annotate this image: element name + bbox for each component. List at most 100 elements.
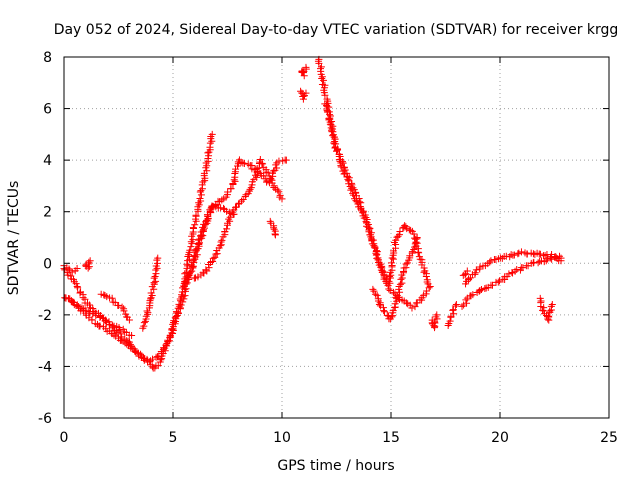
data-point xyxy=(403,299,411,307)
data-point xyxy=(192,211,200,219)
data-point xyxy=(513,265,521,273)
data-point xyxy=(174,309,182,317)
data-point xyxy=(121,339,129,347)
data-point xyxy=(460,301,468,309)
data-point xyxy=(208,203,216,211)
data-point xyxy=(223,225,231,233)
data-point xyxy=(405,226,413,234)
data-point xyxy=(154,362,162,370)
data-point xyxy=(76,289,84,297)
data-point xyxy=(194,273,202,281)
x-tick-label: 25 xyxy=(600,430,618,446)
data-point xyxy=(181,285,189,293)
data-point xyxy=(256,155,264,163)
data-point xyxy=(370,287,378,295)
series-track-10 xyxy=(266,217,279,239)
x-tick-label: 15 xyxy=(382,430,400,446)
data-point xyxy=(374,297,382,305)
data-point xyxy=(548,250,556,258)
y-tick-label: -4 xyxy=(38,359,52,375)
data-point xyxy=(147,295,155,303)
data-point xyxy=(154,353,162,361)
data-point xyxy=(476,263,484,271)
data-point xyxy=(271,231,279,239)
data-point xyxy=(534,259,542,267)
data-point xyxy=(349,184,357,192)
data-point xyxy=(302,89,310,97)
data-point xyxy=(433,311,441,319)
series-track-15 xyxy=(369,234,421,323)
data-point xyxy=(328,128,336,136)
data-point xyxy=(514,250,522,258)
data-point xyxy=(191,221,199,229)
data-point xyxy=(189,258,197,266)
data-point xyxy=(463,299,471,307)
data-point xyxy=(394,293,402,301)
data-point xyxy=(88,316,96,324)
data-point xyxy=(105,321,113,329)
data-point xyxy=(343,169,351,177)
data-point xyxy=(318,74,326,82)
x-tick-label: 0 xyxy=(60,430,69,446)
data-point xyxy=(375,258,383,266)
data-point xyxy=(197,232,205,240)
data-point xyxy=(101,291,109,299)
data-point xyxy=(225,215,233,223)
data-point xyxy=(393,295,401,303)
data-point xyxy=(546,307,554,315)
data-point xyxy=(211,253,219,261)
data-point xyxy=(317,67,325,75)
data-point xyxy=(140,322,148,330)
data-point xyxy=(356,203,364,211)
data-point xyxy=(488,281,496,289)
data-point xyxy=(366,225,374,233)
series-track-21 xyxy=(444,301,460,329)
data-point xyxy=(237,158,245,166)
data-point xyxy=(467,292,475,300)
data-point xyxy=(86,257,94,265)
data-point xyxy=(224,188,232,196)
data-point xyxy=(548,301,556,309)
data-point xyxy=(396,227,404,235)
data-point xyxy=(345,174,353,182)
x-tick-label: 5 xyxy=(169,430,178,446)
data-point xyxy=(193,245,201,253)
data-point xyxy=(183,260,191,268)
data-point xyxy=(150,274,158,282)
data-point xyxy=(234,200,242,208)
data-point xyxy=(74,284,82,292)
data-point xyxy=(371,290,379,298)
data-point xyxy=(202,216,210,224)
data-point xyxy=(425,284,433,292)
data-point xyxy=(267,175,275,183)
data-point xyxy=(209,257,217,265)
data-point xyxy=(413,234,421,241)
data-point xyxy=(73,301,81,309)
data-point xyxy=(402,260,410,268)
grid-lines xyxy=(64,57,609,418)
plot-frame xyxy=(63,56,610,419)
data-point xyxy=(477,285,485,293)
data-point xyxy=(344,172,352,180)
data-point xyxy=(199,178,207,186)
data-point xyxy=(164,337,172,345)
data-point xyxy=(149,355,157,363)
data-point xyxy=(364,220,372,228)
data-point xyxy=(218,236,226,244)
data-point xyxy=(449,306,457,314)
data-point xyxy=(451,302,459,310)
data-point xyxy=(97,312,105,320)
y-tick-label: 0 xyxy=(43,256,52,272)
data-point xyxy=(462,296,470,304)
y-tick-label: -6 xyxy=(38,411,52,427)
data-point xyxy=(544,312,552,320)
data-point xyxy=(157,356,165,364)
data-point xyxy=(410,230,418,238)
data-point xyxy=(220,204,228,212)
data-point xyxy=(487,257,495,265)
data-point xyxy=(198,223,206,231)
data-point xyxy=(208,130,216,138)
y-tick-label: -2 xyxy=(38,308,52,324)
